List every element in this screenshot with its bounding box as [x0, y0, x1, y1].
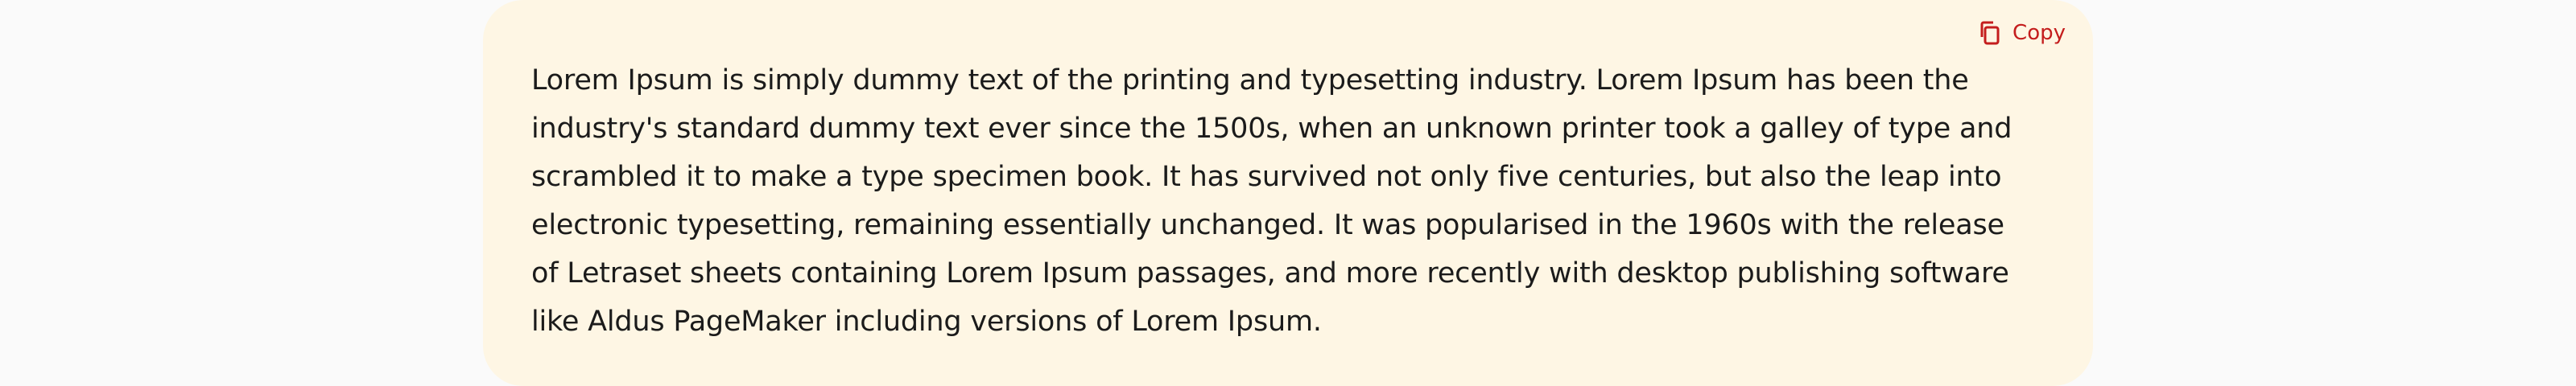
copy-icon	[1975, 19, 2003, 47]
copy-button[interactable]: Copy	[1971, 16, 2070, 50]
copy-button-label: Copy	[2013, 21, 2066, 45]
message-card: Copy Lorem Ipsum is simply dummy text of…	[483, 0, 2093, 386]
message-text: Lorem Ipsum is simply dummy text of the …	[531, 64, 2013, 338]
